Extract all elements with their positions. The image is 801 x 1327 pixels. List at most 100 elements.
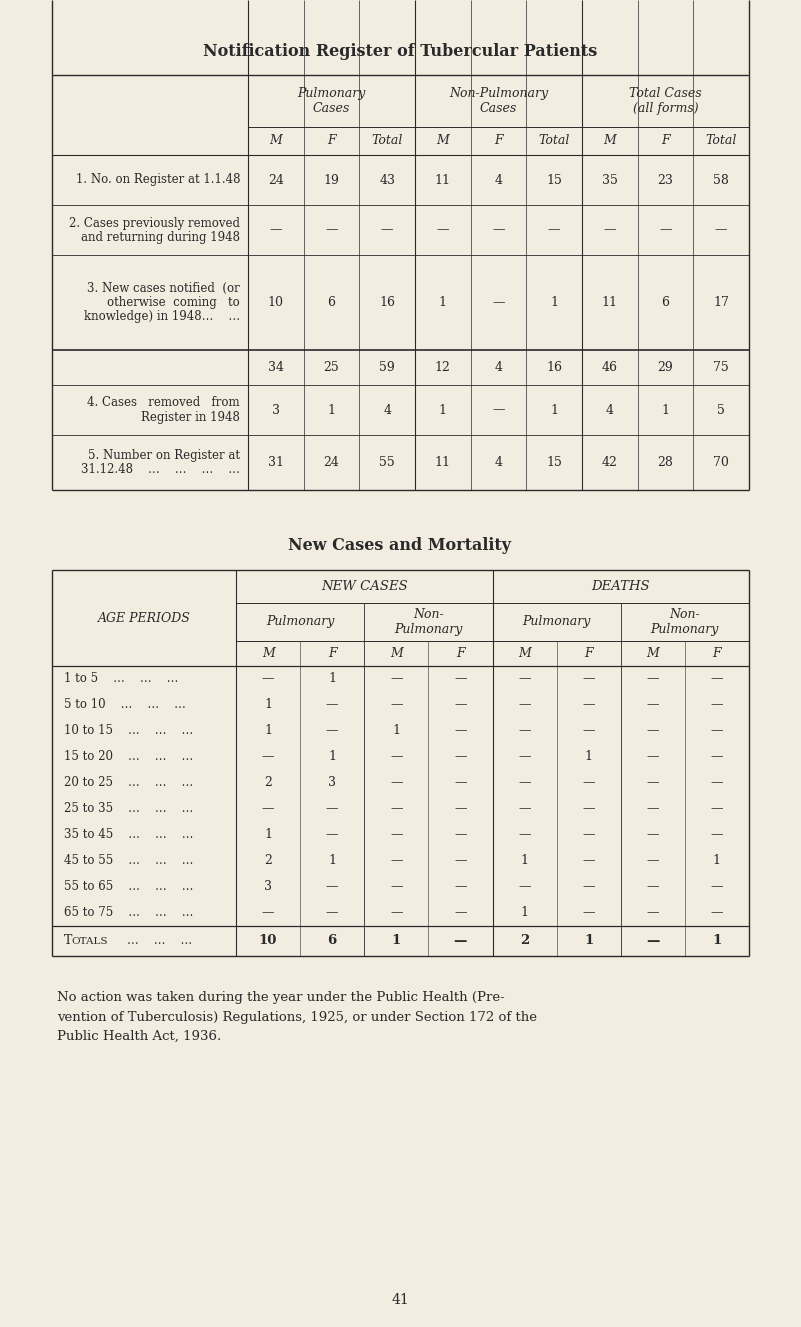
Text: 59: 59 xyxy=(380,361,395,374)
Text: —: — xyxy=(646,855,659,868)
Text: 55 to 65    …    …    …: 55 to 65 … … … xyxy=(64,881,194,893)
Text: —: — xyxy=(646,725,659,738)
Text: —: — xyxy=(646,698,659,711)
Text: —: — xyxy=(518,776,531,790)
Text: 17: 17 xyxy=(713,296,729,309)
Text: —: — xyxy=(270,223,282,236)
Text: 15 to 20    …    …    …: 15 to 20 … … … xyxy=(64,751,193,763)
Text: —: — xyxy=(453,934,467,947)
Text: —: — xyxy=(390,803,403,816)
Text: 65 to 75    …    …    …: 65 to 75 … … … xyxy=(64,906,194,920)
Text: knowledge) in 1948…    …: knowledge) in 1948… … xyxy=(84,311,240,322)
Text: —: — xyxy=(454,673,467,686)
Text: 16: 16 xyxy=(379,296,395,309)
Text: —: — xyxy=(582,803,595,816)
Text: F: F xyxy=(327,134,336,147)
Text: —: — xyxy=(390,673,403,686)
Text: —: — xyxy=(437,223,449,236)
Text: —: — xyxy=(326,725,339,738)
Text: AGE PERIODS: AGE PERIODS xyxy=(98,612,191,625)
Text: 3: 3 xyxy=(264,881,272,893)
Text: —: — xyxy=(262,803,274,816)
Text: —: — xyxy=(715,223,727,236)
Text: —: — xyxy=(659,223,672,236)
Text: —: — xyxy=(710,803,723,816)
Text: M: M xyxy=(437,134,449,147)
Text: —: — xyxy=(390,881,403,893)
Text: F: F xyxy=(713,648,721,660)
Text: —: — xyxy=(646,776,659,790)
Text: —: — xyxy=(390,855,403,868)
Text: M: M xyxy=(646,648,659,660)
Text: 70: 70 xyxy=(713,456,729,468)
Text: —: — xyxy=(710,725,723,738)
Text: 1: 1 xyxy=(585,751,593,763)
Text: —: — xyxy=(710,673,723,686)
Text: M: M xyxy=(262,648,275,660)
Text: 1: 1 xyxy=(392,934,401,947)
Text: 4: 4 xyxy=(494,174,502,187)
Text: —: — xyxy=(390,698,403,711)
Text: —: — xyxy=(454,906,467,920)
Text: —: — xyxy=(454,828,467,841)
Text: 3: 3 xyxy=(272,403,280,417)
Text: 1: 1 xyxy=(521,906,529,920)
Text: Total: Total xyxy=(372,134,403,147)
Text: —: — xyxy=(582,906,595,920)
Text: —: — xyxy=(390,776,403,790)
Text: 11: 11 xyxy=(435,456,451,468)
Text: —: — xyxy=(646,934,659,947)
Text: 35: 35 xyxy=(602,174,618,187)
Text: 31: 31 xyxy=(268,456,284,468)
Text: —: — xyxy=(710,751,723,763)
Text: —: — xyxy=(646,881,659,893)
Text: —: — xyxy=(582,698,595,711)
Text: 16: 16 xyxy=(546,361,562,374)
Text: 1: 1 xyxy=(550,296,558,309)
Text: 75: 75 xyxy=(714,361,729,374)
Text: 1: 1 xyxy=(328,855,336,868)
Text: Total Cases
(all forms): Total Cases (all forms) xyxy=(630,88,702,115)
Text: —: — xyxy=(518,751,531,763)
Text: 58: 58 xyxy=(713,174,729,187)
Text: Notification Register of Tubercular Patients: Notification Register of Tubercular Pati… xyxy=(203,44,597,61)
Text: 6: 6 xyxy=(328,934,336,947)
Text: 1: 1 xyxy=(328,403,336,417)
Text: 25 to 35    …    …    …: 25 to 35 … … … xyxy=(64,803,193,816)
Text: —: — xyxy=(710,881,723,893)
Text: —: — xyxy=(582,776,595,790)
Text: —: — xyxy=(518,673,531,686)
Text: 1. No. on Register at 1.1.48: 1. No. on Register at 1.1.48 xyxy=(75,174,240,187)
Text: 4. Cases   removed   from: 4. Cases removed from xyxy=(87,397,240,410)
Text: 6: 6 xyxy=(662,296,670,309)
Text: Pulmonary: Pulmonary xyxy=(522,616,591,629)
Text: —: — xyxy=(582,725,595,738)
Text: 11: 11 xyxy=(435,174,451,187)
Text: —: — xyxy=(518,725,531,738)
Text: 45 to 55    …    …    …: 45 to 55 … … … xyxy=(64,855,194,868)
Text: M: M xyxy=(518,648,531,660)
Text: —: — xyxy=(493,296,505,309)
Text: —: — xyxy=(710,906,723,920)
Text: 24: 24 xyxy=(268,174,284,187)
Text: —: — xyxy=(326,881,339,893)
Text: T: T xyxy=(64,934,72,947)
Text: —: — xyxy=(390,828,403,841)
Text: 42: 42 xyxy=(602,456,618,468)
Text: —: — xyxy=(646,803,659,816)
Text: 15: 15 xyxy=(546,456,562,468)
Text: otherwise  coming   to: otherwise coming to xyxy=(107,296,240,309)
Text: 24: 24 xyxy=(324,456,340,468)
Text: …    …    …: … … … xyxy=(127,934,192,947)
Text: 1 to 5    …    …    …: 1 to 5 … … … xyxy=(64,673,179,686)
Text: —: — xyxy=(454,725,467,738)
Text: —: — xyxy=(493,223,505,236)
Text: F: F xyxy=(328,648,336,660)
Text: 1: 1 xyxy=(439,296,447,309)
Text: 3. New cases notified  (or: 3. New cases notified (or xyxy=(87,283,240,295)
Text: —: — xyxy=(381,223,393,236)
Text: 28: 28 xyxy=(658,456,674,468)
Text: —: — xyxy=(710,698,723,711)
Text: —: — xyxy=(518,881,531,893)
Text: —: — xyxy=(390,751,403,763)
